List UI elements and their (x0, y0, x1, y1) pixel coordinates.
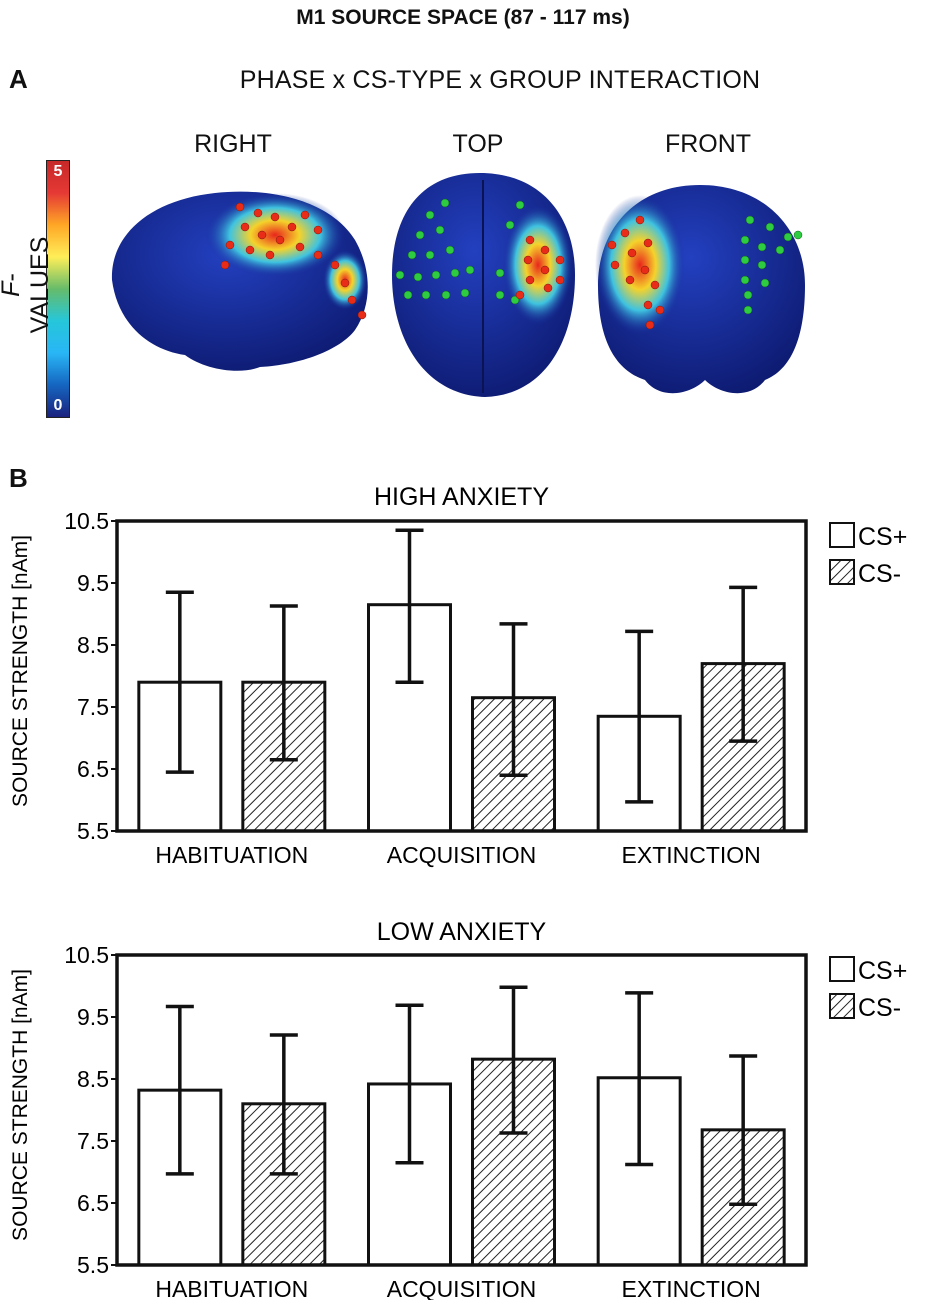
legend-label: CS+ (858, 957, 907, 985)
brain-renderings (111, 173, 805, 397)
y-tick-label: 5.5 (77, 1252, 109, 1278)
panel-a-letter: A (9, 64, 28, 94)
sensor-dots-green (395, 198, 525, 305)
brain-top-view (392, 173, 575, 397)
category-label: ACQUISITION (387, 842, 537, 868)
y-tick-label: 7.5 (77, 694, 109, 720)
legend-label: CS+ (858, 523, 907, 551)
legend-swatch (829, 993, 855, 1019)
bar-cs-plus (596, 714, 682, 833)
chart-high-anxiety: HIGH ANXIETY SOURCE STRENGTH [nAm] 10.5 9.5… (9, 483, 907, 868)
colorbar-min-label: 0 (53, 397, 63, 414)
y-tick-label: 8.5 (77, 632, 109, 658)
brain-front-view (595, 185, 805, 394)
legend-label: CS- (858, 560, 901, 588)
y-tick-label: 10.5 (64, 508, 109, 534)
category-label: EXTINCTION (622, 1276, 761, 1300)
sensor-dots-green (740, 215, 803, 315)
y-tick-label: 7.5 (77, 1128, 109, 1154)
chart-title: HIGH ANXIETY (374, 483, 549, 511)
colorbar: 5 0 (46, 160, 70, 418)
view-label-front: FRONT (664, 130, 752, 158)
activation-blob (205, 193, 345, 277)
legend-swatch (829, 522, 855, 548)
panel-a-subtitle: PHASE x CS-TYPE x GROUP INTERACTION (239, 66, 761, 94)
y-axis-label: SOURCE STRENGTH [nAm] (9, 969, 32, 1241)
y-tick-label: 5.5 (77, 818, 109, 844)
y-tick-label: 9.5 (77, 570, 109, 596)
category-label: ACQUISITION (387, 1276, 537, 1300)
panel-b-letter: B (9, 463, 28, 493)
legend-label: CS- (858, 994, 901, 1022)
y-tick-label: 8.5 (77, 1066, 109, 1092)
legend-swatch (829, 956, 855, 982)
plot-frame (115, 953, 808, 1267)
sensor-dots-red (515, 235, 565, 300)
y-tick-label: 9.5 (77, 1004, 109, 1030)
y-tick-label: 6.5 (77, 1190, 109, 1216)
colorbar-gradient (47, 161, 69, 417)
colorbar-max-label: 5 (53, 163, 63, 180)
category-label: EXTINCTION (622, 842, 761, 868)
legend-swatch (829, 559, 855, 585)
figure-title: M1 SOURCE SPACE (87 - 117 ms) (296, 6, 630, 29)
sensor-dots-red (220, 202, 367, 320)
brain-right-view (111, 191, 368, 371)
y-tick-label: 6.5 (77, 756, 109, 782)
view-label-right: RIGHT (194, 130, 272, 158)
y-axis-label: SOURCE STRENGTH [nAm] (9, 535, 32, 807)
bar-cs-plus (596, 1076, 682, 1267)
view-label-top: TOP (452, 130, 504, 158)
category-label: HABITUATION (155, 842, 308, 868)
category-label: HABITUATION (155, 1276, 308, 1300)
chart-title: LOW ANXIETY (377, 918, 547, 946)
chart-low-anxiety: LOW ANXIETY SOURCE STRENGTH [nAm] 10.5 9.5 8… (9, 918, 907, 1300)
y-tick-label: 10.5 (64, 942, 109, 968)
sensor-dots-red (607, 215, 665, 330)
activation-blob (595, 195, 685, 335)
plot-frame (115, 519, 808, 833)
